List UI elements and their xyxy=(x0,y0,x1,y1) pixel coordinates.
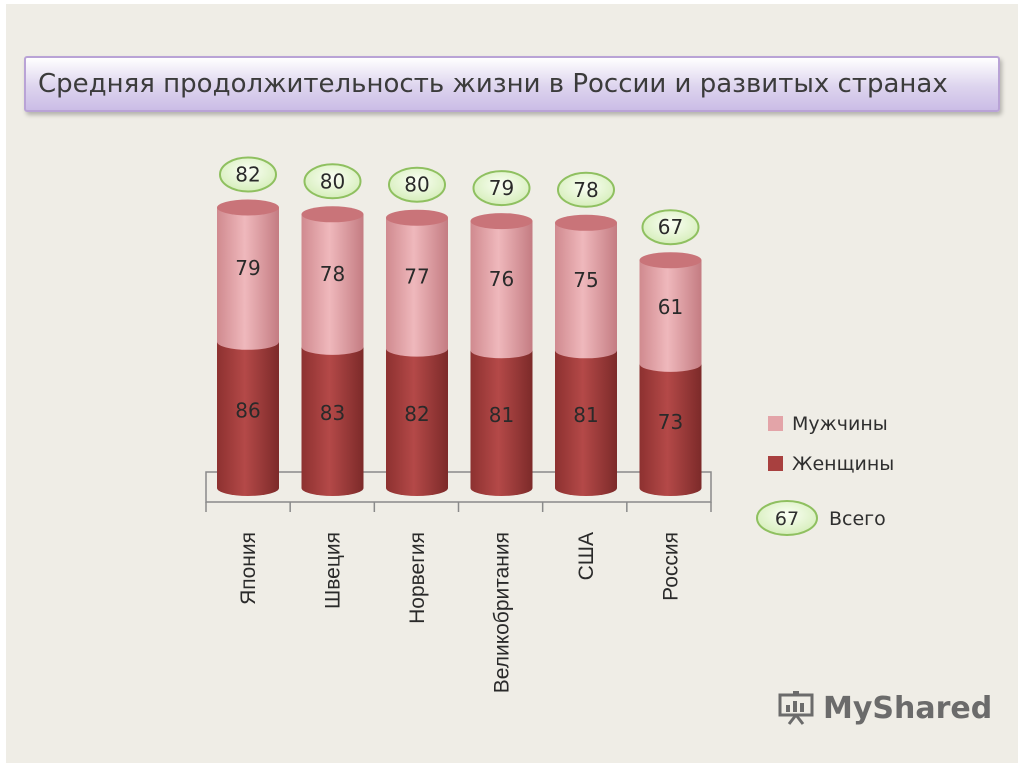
data-label-women: 83 xyxy=(320,401,345,425)
bar-stack-0: 86 79 82 xyxy=(217,156,279,496)
data-label-women: 81 xyxy=(489,403,514,427)
data-label-total: 78 xyxy=(573,178,598,202)
bar-men xyxy=(639,260,702,372)
data-label-women: 86 xyxy=(235,399,260,423)
legend-total-bubble xyxy=(756,500,818,536)
data-label-women: 81 xyxy=(573,403,598,427)
legend-label-women: Женщины xyxy=(792,453,894,475)
bar-stack-3: 81 76 79 xyxy=(470,170,533,496)
bar-top xyxy=(217,199,279,216)
total-bubble xyxy=(472,170,531,207)
bar-top xyxy=(301,206,364,223)
data-label-men: 78 xyxy=(320,262,345,286)
category-labels: Япония Швеция Норвегия Великобритания США Рос… xyxy=(237,532,683,693)
bar-women xyxy=(639,363,702,496)
legend-total-value: 67 xyxy=(775,508,799,530)
bar-stack-2: 82 77 80 xyxy=(386,166,448,496)
bar-women xyxy=(217,341,279,496)
bar-men xyxy=(470,221,533,359)
bar-stack-1: 83 78 80 xyxy=(301,163,364,496)
category-label: Япония xyxy=(237,532,260,605)
data-label-total: 67 xyxy=(658,215,683,239)
total-bubble xyxy=(388,166,446,203)
legend: Мужчины Женщины 67 Всего xyxy=(756,413,894,536)
legend-label-men: Мужчины xyxy=(792,413,888,435)
total-bubble xyxy=(557,171,615,208)
category-label: США xyxy=(575,532,598,580)
bar-men xyxy=(386,217,448,357)
data-label-women: 82 xyxy=(404,402,429,426)
data-label-total: 80 xyxy=(320,169,345,193)
bar-top xyxy=(639,252,702,269)
total-bubble xyxy=(641,209,700,246)
chart-title: Средняя продолжительность жизни в России… xyxy=(38,69,948,99)
data-label-total: 79 xyxy=(489,176,514,200)
legend-label-total: Всего xyxy=(829,508,886,530)
data-label-total: 80 xyxy=(404,173,429,197)
category-label: Россия xyxy=(660,532,683,601)
bars-group: 86 79 82 83 78 80 82 77 80 81 76 79 81 75 78 73 61 67 xyxy=(217,156,702,496)
category-label: Норвегия xyxy=(406,532,429,624)
total-bubble xyxy=(219,156,277,193)
bar-women xyxy=(470,350,533,496)
data-label-men: 61 xyxy=(658,295,683,319)
presentation-board-icon xyxy=(778,691,814,725)
data-label-men: 75 xyxy=(573,268,598,292)
data-label-men: 76 xyxy=(489,267,514,291)
data-label-men: 79 xyxy=(235,256,260,280)
chart-floor-frame xyxy=(205,471,712,512)
legend-swatch-women xyxy=(768,456,783,471)
total-bubble xyxy=(303,163,362,200)
bar-women xyxy=(386,348,448,496)
chart-area: 86 79 82 83 78 80 82 77 80 81 76 79 81 75 78 73 61 67 Япо… xyxy=(205,156,894,693)
watermark-text: MyShared xyxy=(823,690,993,726)
data-label-total: 82 xyxy=(235,163,260,187)
bar-top xyxy=(555,214,617,231)
bar-men xyxy=(555,222,617,359)
bar-men xyxy=(301,214,364,355)
category-label: Швеция xyxy=(322,532,345,609)
bar-top xyxy=(470,213,533,230)
bar-top xyxy=(386,209,448,226)
bar-stack-4: 81 75 78 xyxy=(555,171,617,496)
bar-women xyxy=(301,346,364,496)
category-label: Великобритания xyxy=(491,532,514,693)
data-label-men: 77 xyxy=(404,265,429,289)
bar-stack-5: 73 61 67 xyxy=(639,209,702,496)
bar-men xyxy=(217,207,279,350)
slide: Средняя продолжительность жизни в России… xyxy=(6,4,1018,763)
legend-swatch-men xyxy=(768,416,783,431)
myshared-watermark: MyShared xyxy=(777,688,992,728)
data-label-women: 73 xyxy=(658,410,683,434)
floor-outline xyxy=(205,471,712,503)
chart-title-box: Средняя продолжительность жизни в России… xyxy=(24,56,1000,112)
bar-women xyxy=(555,350,617,496)
